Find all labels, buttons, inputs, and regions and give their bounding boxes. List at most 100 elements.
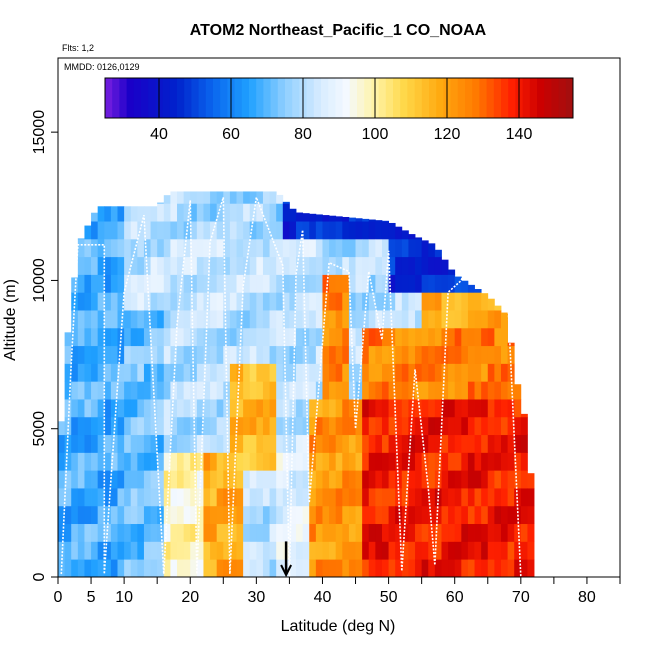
- heatmap-cell: [262, 203, 270, 222]
- heatmap-cell: [474, 559, 482, 578]
- heatmap-cell: [388, 505, 396, 525]
- heatmap-cell: [177, 399, 185, 418]
- heatmap-cell: [110, 399, 118, 418]
- heatmap-cell: [210, 416, 218, 436]
- heatmap-cell: [461, 541, 469, 560]
- heatmap-cell: [335, 541, 343, 560]
- heatmap-cell: [348, 345, 356, 364]
- heatmap-cell: [269, 274, 277, 293]
- heatmap-cell: [223, 434, 231, 453]
- heatmap-cell: [362, 256, 370, 275]
- heatmap-cell: [196, 256, 204, 275]
- heatmap-cell: [375, 541, 383, 560]
- colorbar-swatch: [407, 78, 416, 118]
- heatmap-cell: [64, 559, 72, 578]
- heatmap-cell: [223, 470, 231, 489]
- heatmap-cell: [163, 310, 171, 329]
- heatmap-cell: [448, 541, 456, 560]
- heatmap-cell: [216, 452, 224, 471]
- heatmap-cell: [97, 274, 105, 293]
- heatmap-cell: [454, 452, 462, 471]
- heatmap-cell: [269, 191, 277, 204]
- heatmap-cell: [177, 434, 185, 453]
- heatmap-cell: [137, 292, 145, 311]
- heatmap-cell: [157, 202, 165, 204]
- heatmap-cell: [249, 274, 257, 293]
- heatmap-cell: [124, 541, 132, 560]
- heatmap-cell: [58, 452, 66, 471]
- heatmap-cell: [381, 434, 389, 453]
- heatmap-cell: [388, 416, 396, 436]
- heatmap-cell: [58, 541, 66, 560]
- colorbar-swatch: [378, 78, 387, 118]
- heatmap-cell: [296, 488, 304, 507]
- heatmap-cell: [520, 452, 528, 471]
- heatmap-cell: [421, 363, 429, 382]
- heatmap-cell: [177, 559, 185, 578]
- heatmap-cell: [388, 434, 396, 453]
- heatmap-cell: [348, 452, 356, 471]
- heatmap-cell: [183, 203, 191, 222]
- heatmap-cell: [388, 310, 396, 329]
- heatmap-cell: [196, 238, 204, 258]
- heatmap-cell: [269, 559, 277, 578]
- heatmap-cell: [408, 559, 416, 578]
- heatmap-cell: [91, 238, 99, 258]
- heatmap-cell: [421, 274, 429, 293]
- heatmap-cell: [375, 523, 383, 542]
- colorbar-swatch: [263, 78, 272, 118]
- heatmap-cell: [137, 274, 145, 293]
- heatmap-cell: [309, 345, 317, 364]
- heatmap-cell: [236, 381, 244, 400]
- heatmap-cell: [381, 452, 389, 471]
- heatmap-cell: [315, 381, 323, 400]
- heatmap-cell: [348, 221, 356, 240]
- heatmap-cell: [137, 470, 145, 489]
- heatmap-cell: [216, 505, 224, 525]
- heatmap-cell: [262, 327, 270, 347]
- heatmap-cell: [117, 523, 125, 542]
- heatmap-cell: [348, 470, 356, 489]
- heatmap-cell: [454, 327, 462, 347]
- heatmap-cell: [461, 559, 469, 578]
- heatmap-cell: [309, 559, 317, 578]
- heatmap-cell: [461, 280, 469, 293]
- heatmap-cell: [196, 327, 204, 347]
- heatmap-cell: [97, 206, 105, 222]
- heatmap-cell: [104, 488, 112, 507]
- heatmap-cell: [322, 221, 330, 240]
- heatmap-cell: [368, 363, 376, 382]
- heatmap-cell: [296, 212, 304, 222]
- heatmap-cell: [348, 505, 356, 525]
- heatmap-cell: [421, 488, 429, 507]
- heatmap-cell: [262, 345, 270, 364]
- heatmap-cell: [474, 363, 482, 382]
- heatmap-cell: [269, 203, 277, 222]
- heatmap-cell: [262, 559, 270, 578]
- heatmap-cell: [375, 559, 383, 578]
- heatmap-cell: [322, 505, 330, 525]
- heatmap-cell: [381, 399, 389, 418]
- heatmap-cell: [342, 274, 350, 293]
- heatmap-cell: [395, 416, 403, 436]
- heatmap-cell: [461, 363, 469, 382]
- heatmap-cell: [289, 416, 297, 436]
- heatmap-cell: [481, 434, 489, 453]
- heatmap-cell: [124, 292, 132, 311]
- heatmap-cell: [520, 505, 528, 525]
- heatmap-cell: [137, 381, 145, 400]
- chart-title: ATOM2 Northeast_Pacific_1 CO_NOAA: [190, 22, 487, 39]
- heatmap-cell: [91, 363, 99, 382]
- heatmap-cell: [196, 381, 204, 400]
- heatmap-cell: [170, 541, 178, 560]
- heatmap-cell: [276, 452, 284, 471]
- heatmap-cell: [130, 274, 138, 293]
- heatmap-cell: [256, 381, 264, 400]
- heatmap-cell: [289, 505, 297, 525]
- heatmap-cell: [124, 452, 132, 471]
- heatmap-cell: [329, 238, 337, 258]
- heatmap-cell: [368, 381, 376, 400]
- heatmap-cell: [454, 416, 462, 436]
- heatmap-cell: [441, 345, 449, 364]
- heatmap-cell: [494, 505, 502, 525]
